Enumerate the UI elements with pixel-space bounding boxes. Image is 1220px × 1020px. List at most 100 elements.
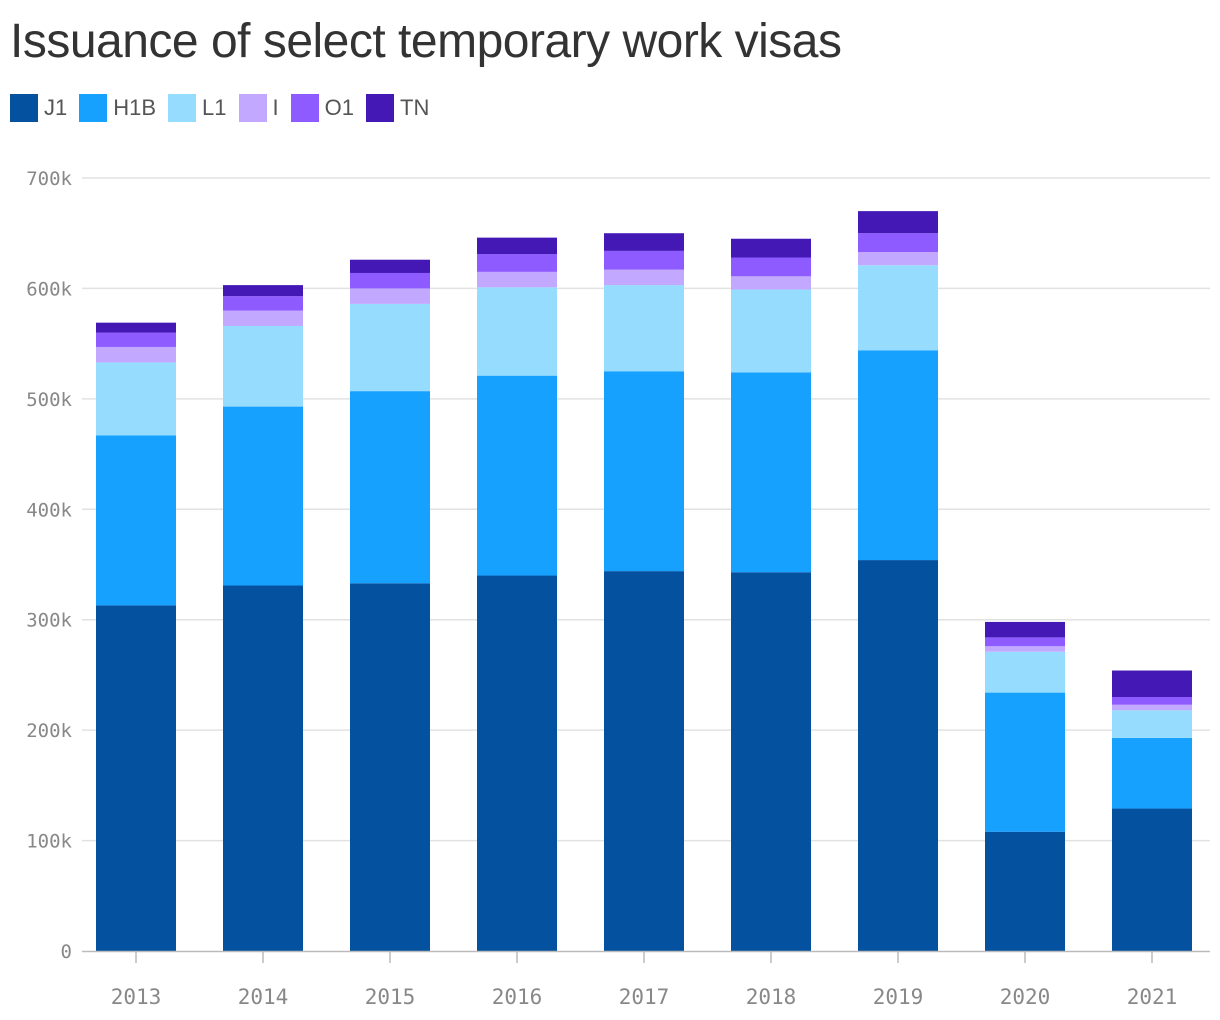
legend-item-o1: O1 (290, 94, 355, 122)
bar-segment-i-2014 (223, 310, 303, 326)
legend-label: O1 (324, 95, 355, 120)
legend-label: H1B (113, 95, 157, 120)
bar-segment-tn-2015 (350, 259, 430, 273)
x-tick-label: 2019 (873, 985, 924, 1009)
legend-label: L1 (202, 95, 227, 120)
legend-swatch (10, 94, 38, 122)
y-tick-label: 0 (61, 941, 72, 963)
bar-segment-i-2021 (1112, 704, 1192, 711)
bar-segment-tn-2017 (604, 233, 684, 251)
x-tick-label: 2016 (492, 985, 543, 1009)
bar-segment-l1-2017 (604, 285, 684, 372)
legend-swatch (79, 94, 108, 122)
bar-segment-l1-2021 (1112, 710, 1192, 738)
bar-stack-2014 (223, 285, 303, 951)
bar-segment-l1-2015 (350, 303, 430, 392)
bar-segment-j1-2021 (1112, 808, 1192, 951)
chart-legend: J1 H1B L1 I O1 TN (10, 94, 441, 122)
bars (96, 211, 1192, 951)
bar-segment-j1-2014 (223, 585, 303, 951)
x-tick-label: 2021 (1127, 985, 1178, 1009)
bar-segment-i-2019 (858, 251, 938, 266)
y-tick-label: 400k (26, 499, 72, 521)
bar-segment-l1-2016 (477, 287, 557, 376)
y-tick-label: 100k (26, 831, 72, 853)
bar-stack-2013 (96, 322, 176, 951)
bar-segment-h1b-2020 (985, 692, 1065, 832)
legend-label: I (272, 95, 279, 120)
x-tick-label: 2013 (111, 985, 162, 1009)
bar-segment-o1-2017 (604, 250, 684, 270)
y-tick-label: 300k (26, 610, 72, 632)
legend-item-j1: J1 (10, 94, 67, 122)
bar-segment-i-2016 (477, 271, 557, 288)
bar-segment-o1-2018 (731, 257, 811, 277)
bar-stack-2016 (477, 237, 557, 951)
legend-label: J1 (44, 95, 68, 120)
bar-segment-h1b-2014 (223, 406, 303, 586)
bar-stack-2018 (731, 238, 811, 951)
bar-segment-tn-2021 (1112, 670, 1192, 698)
x-tick-label: 2017 (619, 985, 670, 1009)
bar-segment-i-2013 (96, 346, 176, 363)
bar-segment-l1-2014 (223, 325, 303, 407)
legend-item-i: I (238, 94, 279, 122)
bar-segment-tn-2019 (858, 211, 938, 234)
bar-segment-o1-2016 (477, 254, 557, 272)
legend-swatch (238, 94, 267, 122)
bar-segment-i-2017 (604, 269, 684, 286)
legend-swatch (168, 94, 197, 122)
bar-segment-h1b-2018 (731, 372, 811, 573)
bar-segment-j1-2015 (350, 583, 430, 951)
bar-segment-tn-2013 (96, 322, 176, 333)
legend-item-l1: L1 (168, 94, 227, 122)
bar-segment-l1-2019 (858, 265, 938, 351)
bar-segment-j1-2016 (477, 575, 557, 951)
bar-segment-j1-2013 (96, 605, 176, 951)
y-tick-label: 700k (26, 168, 72, 190)
bar-segment-o1-2015 (350, 272, 430, 289)
y-tick-label: 600k (26, 278, 72, 300)
bar-segment-j1-2018 (731, 572, 811, 951)
bar-segment-l1-2018 (731, 289, 811, 373)
bar-segment-tn-2016 (477, 237, 557, 255)
x-tick-label: 2020 (1000, 985, 1051, 1009)
x-tick-label: 2018 (746, 985, 797, 1009)
bar-segment-l1-2013 (96, 362, 176, 436)
bar-segment-h1b-2015 (350, 391, 430, 584)
bar-segment-o1-2021 (1112, 697, 1192, 705)
bar-stack-2021 (1112, 670, 1192, 951)
legend-label: TN (400, 95, 430, 120)
legend-swatch (366, 94, 395, 122)
legend-swatch (290, 94, 319, 122)
bar-stack-2020 (985, 621, 1065, 951)
bar-segment-o1-2013 (96, 332, 176, 347)
bar-segment-j1-2020 (985, 831, 1065, 951)
bar-stack-2019 (858, 211, 938, 951)
legend-item-tn: TN (366, 94, 429, 122)
bar-segment-h1b-2013 (96, 435, 176, 606)
bar-segment-i-2018 (731, 276, 811, 290)
y-tick-label: 200k (26, 720, 72, 742)
bar-segment-tn-2014 (223, 285, 303, 297)
legend-item-h1b: H1B (79, 94, 156, 122)
chart-title: Issuance of select temporary work visas (10, 15, 842, 68)
bar-stack-2015 (350, 259, 430, 951)
bar-segment-j1-2019 (858, 560, 938, 951)
bar-segment-h1b-2017 (604, 371, 684, 572)
bar-segment-o1-2020 (985, 637, 1065, 647)
bar-segment-l1-2020 (985, 651, 1065, 693)
bar-segment-o1-2019 (858, 233, 938, 252)
bar-segment-j1-2017 (604, 571, 684, 951)
bar-segment-h1b-2016 (477, 375, 557, 576)
bar-segment-o1-2014 (223, 296, 303, 311)
y-tick-label: 500k (26, 389, 72, 411)
bar-segment-tn-2020 (985, 621, 1065, 638)
bar-segment-i-2020 (985, 646, 1065, 652)
bar-segment-h1b-2021 (1112, 737, 1192, 809)
bar-segment-h1b-2019 (858, 350, 938, 561)
axes: 2013 2014 2015 2016 2017 2018 2019 2020 2021 (82, 950, 1210, 1009)
x-tick-label: 2015 (365, 985, 416, 1009)
x-tick-label: 2014 (238, 985, 289, 1009)
